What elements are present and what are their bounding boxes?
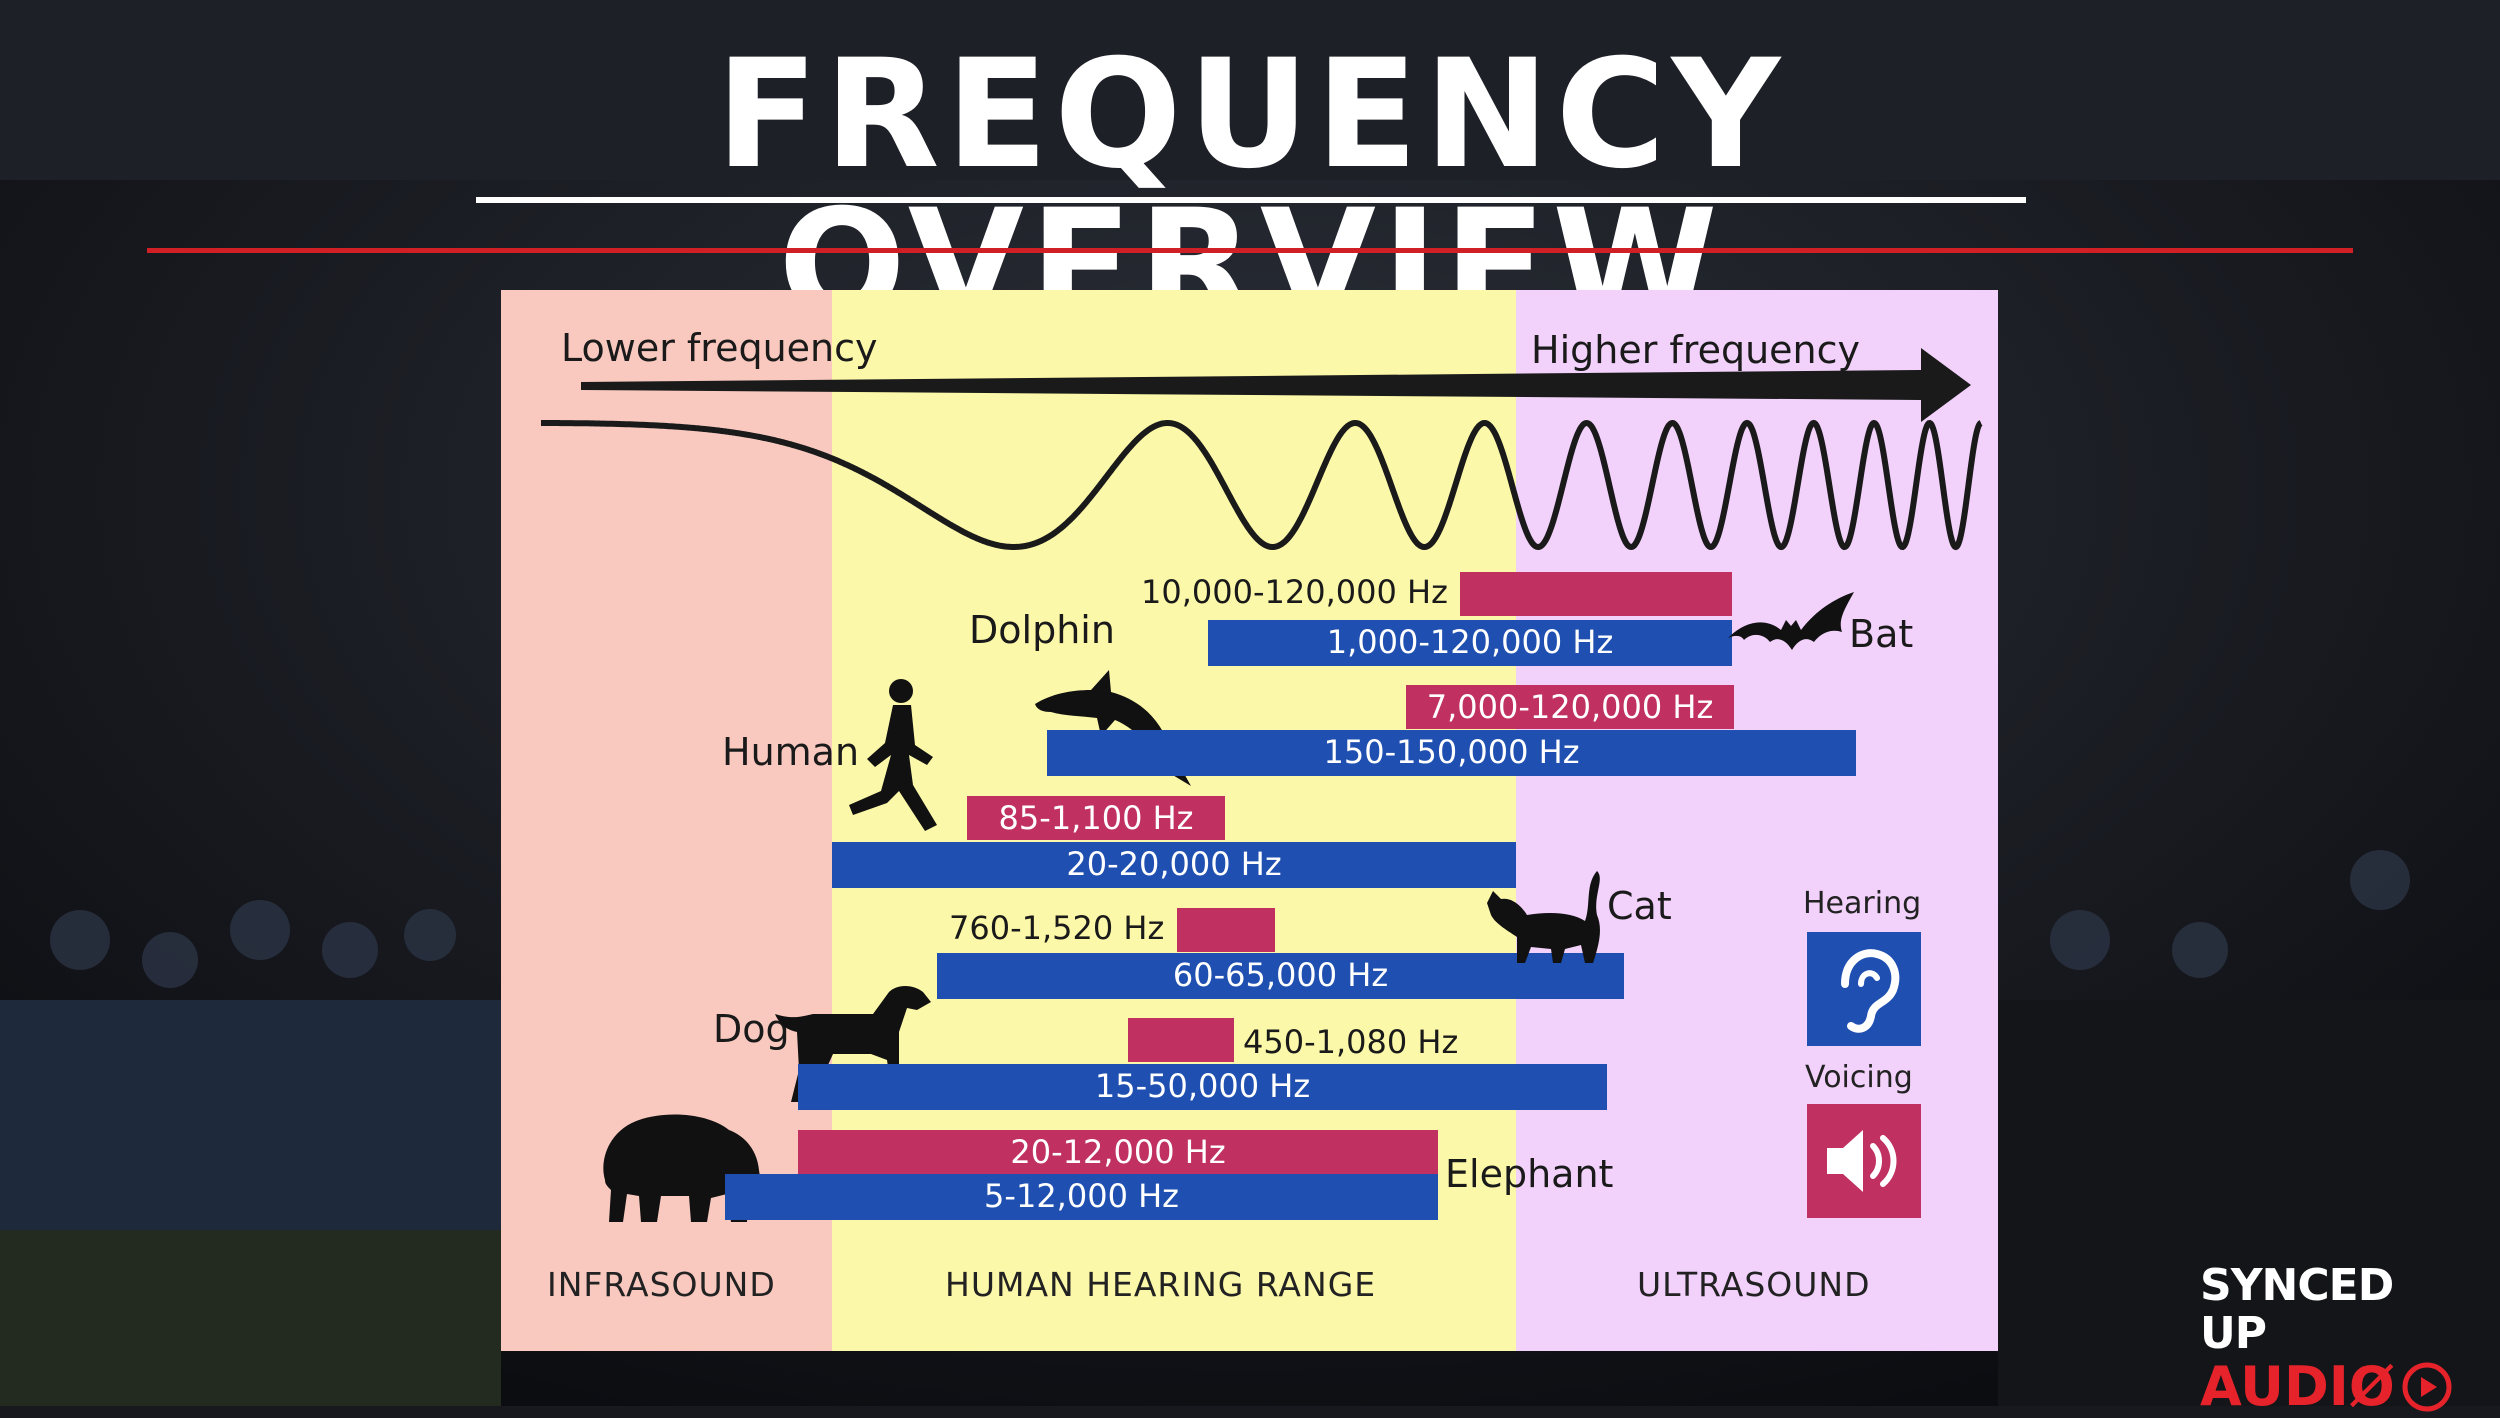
voicing-bar-bat	[1460, 572, 1732, 616]
animal-label-bat: Bat	[1849, 612, 1914, 656]
hearing-bar-bat: 1,000-120,000 Hz	[1208, 620, 1732, 666]
title-underline	[476, 197, 2026, 203]
voicing-bar-human: 85-1,100 Hz	[967, 796, 1225, 840]
frequency-wave	[541, 419, 1983, 551]
voicing-bar-dolphin: 7,000-120,000 Hz	[1406, 685, 1734, 729]
brand-logo: SYNCED UP AUDIØ	[2200, 1262, 2460, 1416]
runner-icon	[849, 679, 937, 831]
voicing-bar-cat	[1177, 908, 1275, 952]
voicing-label-dog: 450-1,080 Hz	[1243, 1023, 1459, 1061]
frequency-diagram: Lower frequency Higher frequency 10,000-…	[501, 290, 1998, 1351]
legend-hearing-swatch	[1807, 932, 1921, 1046]
cat-icon	[1487, 871, 1600, 963]
axis-label-higher: Higher frequency	[1531, 328, 1861, 372]
hearing-bar-dolphin: 150-150,000 Hz	[1047, 730, 1856, 776]
voicing-label-bat: 10,000-120,000 Hz	[1141, 573, 1448, 611]
animal-label-cat: Cat	[1607, 884, 1672, 928]
legend-voicing-label: Voicing	[1805, 1060, 1913, 1095]
ear-icon	[1841, 949, 1900, 1033]
animal-label-dog: Dog	[713, 1007, 790, 1051]
hearing-bar-dog: 15-50,000 Hz	[798, 1064, 1607, 1110]
animal-label-dolphin: Dolphin	[969, 608, 1115, 652]
logo-line2: AUDIØ	[2200, 1358, 2460, 1416]
legend-voicing-swatch	[1807, 1104, 1921, 1218]
voicing-bar-dog	[1128, 1018, 1234, 1062]
logo-line2-text: AUDIØ	[2200, 1355, 2395, 1418]
zone-label-infrasound: INFRASOUND	[547, 1265, 776, 1304]
hearing-bar-human: 20-20,000 Hz	[832, 842, 1516, 888]
animal-label-human: Human	[722, 730, 860, 774]
hearing-bar-cat: 60-65,000 Hz	[937, 953, 1624, 999]
wave-graphic	[541, 348, 1983, 551]
zone-label-ultrasound: ULTRASOUND	[1637, 1265, 1871, 1304]
dolphin-icon	[1035, 670, 1191, 786]
bat-icon	[1728, 592, 1854, 650]
animal-label-elephant: Elephant	[1445, 1152, 1614, 1196]
hearing-bar-elephant: 5-12,000 Hz	[725, 1174, 1438, 1220]
zone-label-human: HUMAN HEARING RANGE	[945, 1265, 1377, 1304]
voicing-label-cat: 760-1,520 Hz	[949, 909, 1165, 947]
voicing-bar-elephant: 20-12,000 Hz	[798, 1130, 1438, 1174]
divider-rule	[147, 248, 2353, 253]
play-circle-icon	[2402, 1362, 2452, 1412]
speaker-icon	[1827, 1130, 1897, 1192]
logo-line1: SYNCED UP	[2200, 1260, 2394, 1359]
legend-hearing-label: Hearing	[1803, 886, 1922, 921]
axis-label-lower: Lower frequency	[561, 326, 878, 370]
frequency-arrow	[581, 348, 1971, 422]
